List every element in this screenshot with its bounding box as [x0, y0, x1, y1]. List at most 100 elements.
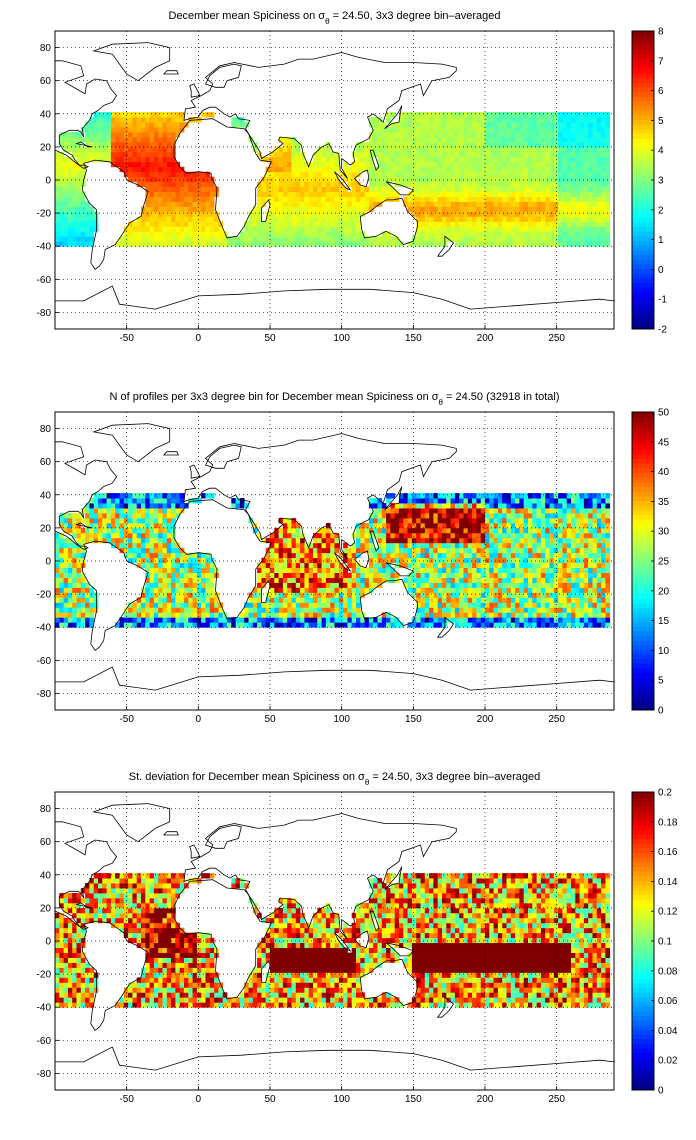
data-cell [321, 562, 327, 569]
data-cell [493, 602, 499, 608]
data-cell [485, 537, 490, 544]
colorbar-step [632, 207, 654, 214]
data-cell [459, 186, 464, 192]
data-cell [158, 562, 163, 569]
data-cell [562, 216, 568, 222]
data-cell [278, 146, 284, 153]
data-cell [304, 612, 310, 618]
data-cell [136, 517, 142, 524]
data-cell [454, 602, 460, 608]
data-cell [136, 612, 142, 618]
data-cell [313, 562, 318, 569]
data-cell [381, 508, 387, 514]
data-cell [583, 117, 589, 123]
data-cell [171, 587, 176, 593]
data-cell [179, 552, 185, 559]
data-cell [89, 156, 95, 163]
data-cell [596, 181, 602, 188]
data-cell [282, 532, 288, 539]
data-cell [510, 607, 516, 613]
data-cell [450, 186, 456, 192]
data-cell [364, 196, 370, 202]
data-cell [416, 191, 421, 197]
data-cell [149, 201, 155, 207]
data-cell [480, 622, 486, 628]
data-cell [407, 141, 413, 148]
data-cell [420, 512, 426, 519]
data-cell [485, 622, 490, 628]
data-cell [188, 216, 193, 222]
data-cell [274, 557, 279, 564]
data-cell [403, 201, 408, 207]
data-cell [55, 607, 60, 613]
data-cell [347, 552, 353, 559]
data-cell [106, 532, 112, 539]
data-cell [356, 241, 361, 247]
data-cell [153, 141, 159, 148]
data-cell [416, 527, 421, 534]
data-cell [575, 146, 580, 153]
data-cell [493, 146, 499, 153]
data-cell [540, 206, 546, 212]
data-cell [171, 508, 176, 514]
data-cell [467, 612, 473, 618]
data-cell [63, 161, 69, 168]
data-cell [119, 146, 125, 153]
data-cell [145, 122, 150, 128]
data-cell [532, 221, 537, 227]
data-cell [540, 191, 546, 197]
data-cell [601, 112, 606, 118]
data-cell [502, 117, 507, 123]
data-cell [89, 206, 95, 212]
data-cell [132, 236, 138, 242]
data-cell [192, 211, 198, 217]
data-cell [201, 552, 206, 559]
data-cell [467, 127, 473, 133]
data-cell [158, 241, 163, 247]
data-cell [377, 512, 383, 519]
data-cell [343, 206, 348, 212]
data-cell [184, 587, 189, 593]
data-cell [519, 582, 525, 588]
data-cell [480, 607, 486, 613]
data-cell [334, 597, 340, 603]
data-cell [416, 537, 421, 544]
data-cell [244, 602, 249, 608]
data-cell [437, 191, 443, 197]
data-cell [536, 196, 542, 202]
data-cell [571, 136, 576, 143]
colorbar-step [632, 235, 654, 242]
data-cell [80, 151, 86, 158]
data-cell [549, 241, 555, 247]
data-cell [153, 112, 159, 118]
data-cell [171, 577, 176, 583]
data-cell [162, 151, 168, 158]
data-cell [270, 617, 275, 623]
data-cell [162, 226, 168, 232]
data-cell [407, 146, 413, 153]
data-cell [502, 211, 507, 217]
data-cell [171, 156, 176, 163]
data-cell [119, 527, 125, 534]
data-cell [175, 221, 181, 227]
data-cell [67, 607, 73, 613]
data-cell [528, 498, 533, 504]
data-cell [429, 146, 434, 153]
data-cell [184, 582, 189, 588]
data-cell [123, 522, 129, 529]
data-cell [416, 151, 421, 158]
data-cell [106, 112, 112, 118]
data-cell [540, 186, 546, 192]
data-cell [571, 196, 576, 202]
data-cell [515, 552, 520, 559]
data-cell [510, 146, 516, 153]
data-cell [454, 532, 460, 539]
data-cell [119, 542, 125, 549]
data-cell [437, 607, 443, 613]
data-cell [55, 542, 60, 549]
data-cell [437, 141, 443, 148]
data-cell [433, 216, 439, 222]
data-cell [136, 117, 142, 123]
data-cell [368, 122, 374, 128]
data-cell [59, 201, 64, 207]
